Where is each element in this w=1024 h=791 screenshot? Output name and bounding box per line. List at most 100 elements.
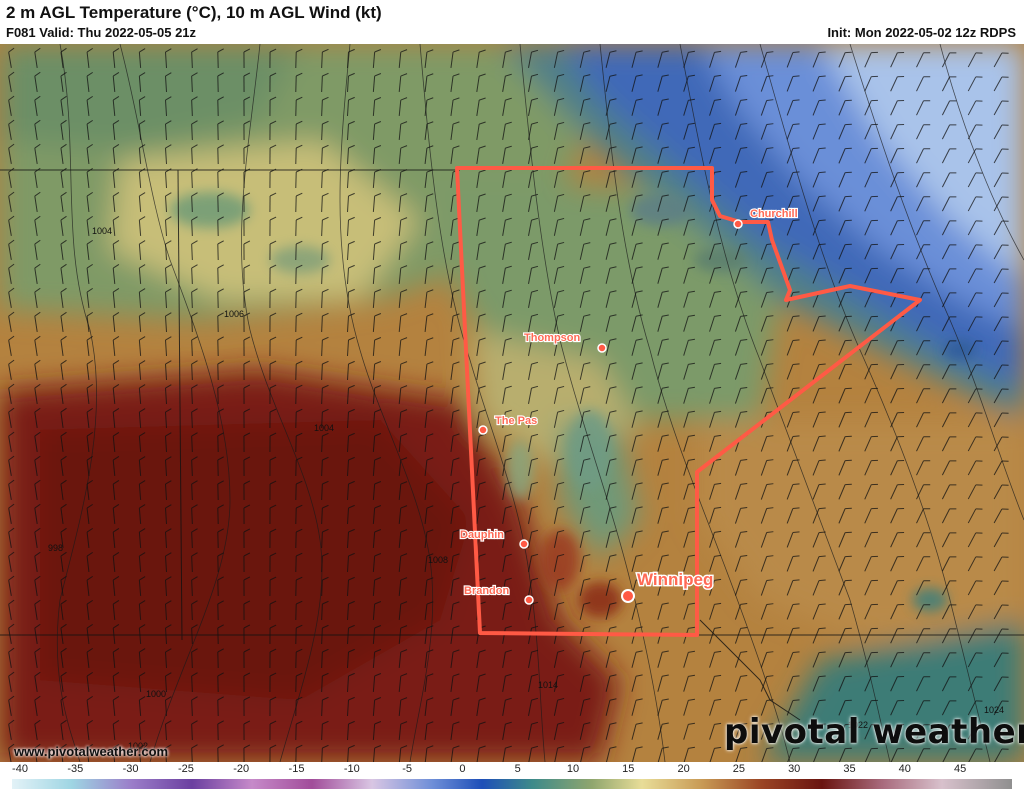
wind-barb [372, 241, 382, 261]
wind-barb [398, 265, 408, 285]
wind-barb [528, 481, 539, 500]
wind-barb [8, 239, 15, 260]
wind-barb [191, 240, 198, 261]
city-winnipeg: Winnipeg [621, 569, 715, 603]
wind-barb [8, 287, 15, 308]
wind-barb [243, 384, 251, 405]
wind-barb [424, 625, 434, 645]
wind-barb [734, 171, 748, 188]
wind-barb [993, 484, 1009, 500]
wind-barb [605, 338, 617, 356]
wind-barb [191, 504, 198, 525]
wind-barb [838, 171, 852, 188]
wind-barb [967, 532, 983, 548]
wind-barb [8, 719, 15, 740]
wind-barb [838, 75, 852, 92]
wind-barb [709, 122, 722, 140]
wind-barb [372, 385, 382, 405]
wind-barb [138, 72, 146, 93]
wind-barb [243, 744, 251, 762]
wind-barb [553, 409, 565, 428]
wind-barb [683, 338, 696, 356]
valid-time: F081 Valid: Thu 2022-05-05 21z [6, 25, 197, 40]
wind-barb [760, 675, 774, 692]
wind-barb [553, 649, 565, 668]
wind-barb [60, 119, 67, 140]
wind-barb [631, 530, 643, 548]
wind-barb [838, 51, 852, 68]
wind-barb [967, 148, 983, 164]
wind-barb [60, 623, 67, 644]
wind-barb [838, 195, 852, 212]
wind-barb [528, 385, 539, 404]
wind-barb [243, 528, 251, 549]
wind-barb [243, 576, 251, 597]
wind-barb [217, 600, 224, 621]
wind-barb [295, 240, 303, 261]
wind-barb [60, 431, 67, 452]
wind-barb [605, 530, 617, 548]
wind-barb [579, 50, 591, 68]
wind-barb [424, 697, 434, 717]
wind-barb [34, 335, 41, 356]
wind-barb [657, 554, 669, 572]
wind-barb [605, 146, 617, 164]
wind-barb [112, 96, 120, 117]
wind-barb [941, 124, 957, 140]
wind-barb [502, 625, 512, 644]
wind-barb [191, 480, 198, 501]
wind-barb [476, 457, 486, 476]
wind-barb [864, 219, 878, 236]
wind-barb [760, 339, 774, 356]
wind-barb [424, 97, 434, 117]
wind-barb [941, 340, 957, 356]
wind-barb [916, 388, 931, 404]
wind-barb [967, 484, 983, 500]
wind-barb [165, 480, 172, 501]
wind-barb [60, 551, 67, 572]
wind-barb [812, 195, 826, 212]
wind-barb [528, 601, 539, 620]
wind-barb [528, 577, 539, 596]
wind-barb [734, 291, 748, 308]
wind-barb [812, 99, 826, 116]
wind-barb [838, 339, 852, 356]
wind-barb [605, 434, 617, 452]
wind-barb [295, 408, 303, 429]
wind-barb [424, 217, 434, 237]
wind-barb [346, 696, 355, 717]
wind-barb [890, 460, 905, 476]
wind-barb [424, 721, 434, 741]
wind-barb [295, 720, 303, 741]
wind-barb [993, 532, 1009, 548]
wind-barb [838, 147, 852, 164]
wind-barb [864, 723, 878, 740]
wind-barb [605, 242, 617, 260]
wind-barb [34, 527, 41, 548]
wind-barb [734, 651, 748, 668]
wind-barb [941, 556, 957, 572]
wind-barb [657, 386, 669, 404]
wind-barb [579, 746, 591, 762]
wind-barb [476, 97, 486, 116]
wind-barb [243, 336, 251, 357]
wind-barb [346, 480, 355, 501]
wind-barb [321, 120, 329, 141]
wind-barb [579, 170, 591, 188]
wind-barb [786, 483, 800, 500]
wind-barb [138, 552, 146, 573]
wind-barb [657, 218, 669, 236]
wind-barb [528, 721, 539, 740]
wind-barb [8, 647, 15, 668]
wind-barb [890, 244, 905, 260]
colorbar-tick-label: -5 [402, 763, 412, 775]
wind-barb [398, 73, 408, 93]
wind-barb [86, 71, 93, 93]
wind-barb [528, 265, 539, 284]
wind-barb [502, 217, 512, 236]
wind-barb [993, 580, 1009, 596]
wind-barb [709, 386, 722, 404]
wind-barb [709, 554, 722, 572]
wind-barb [941, 244, 957, 260]
wind-barb [709, 242, 722, 260]
